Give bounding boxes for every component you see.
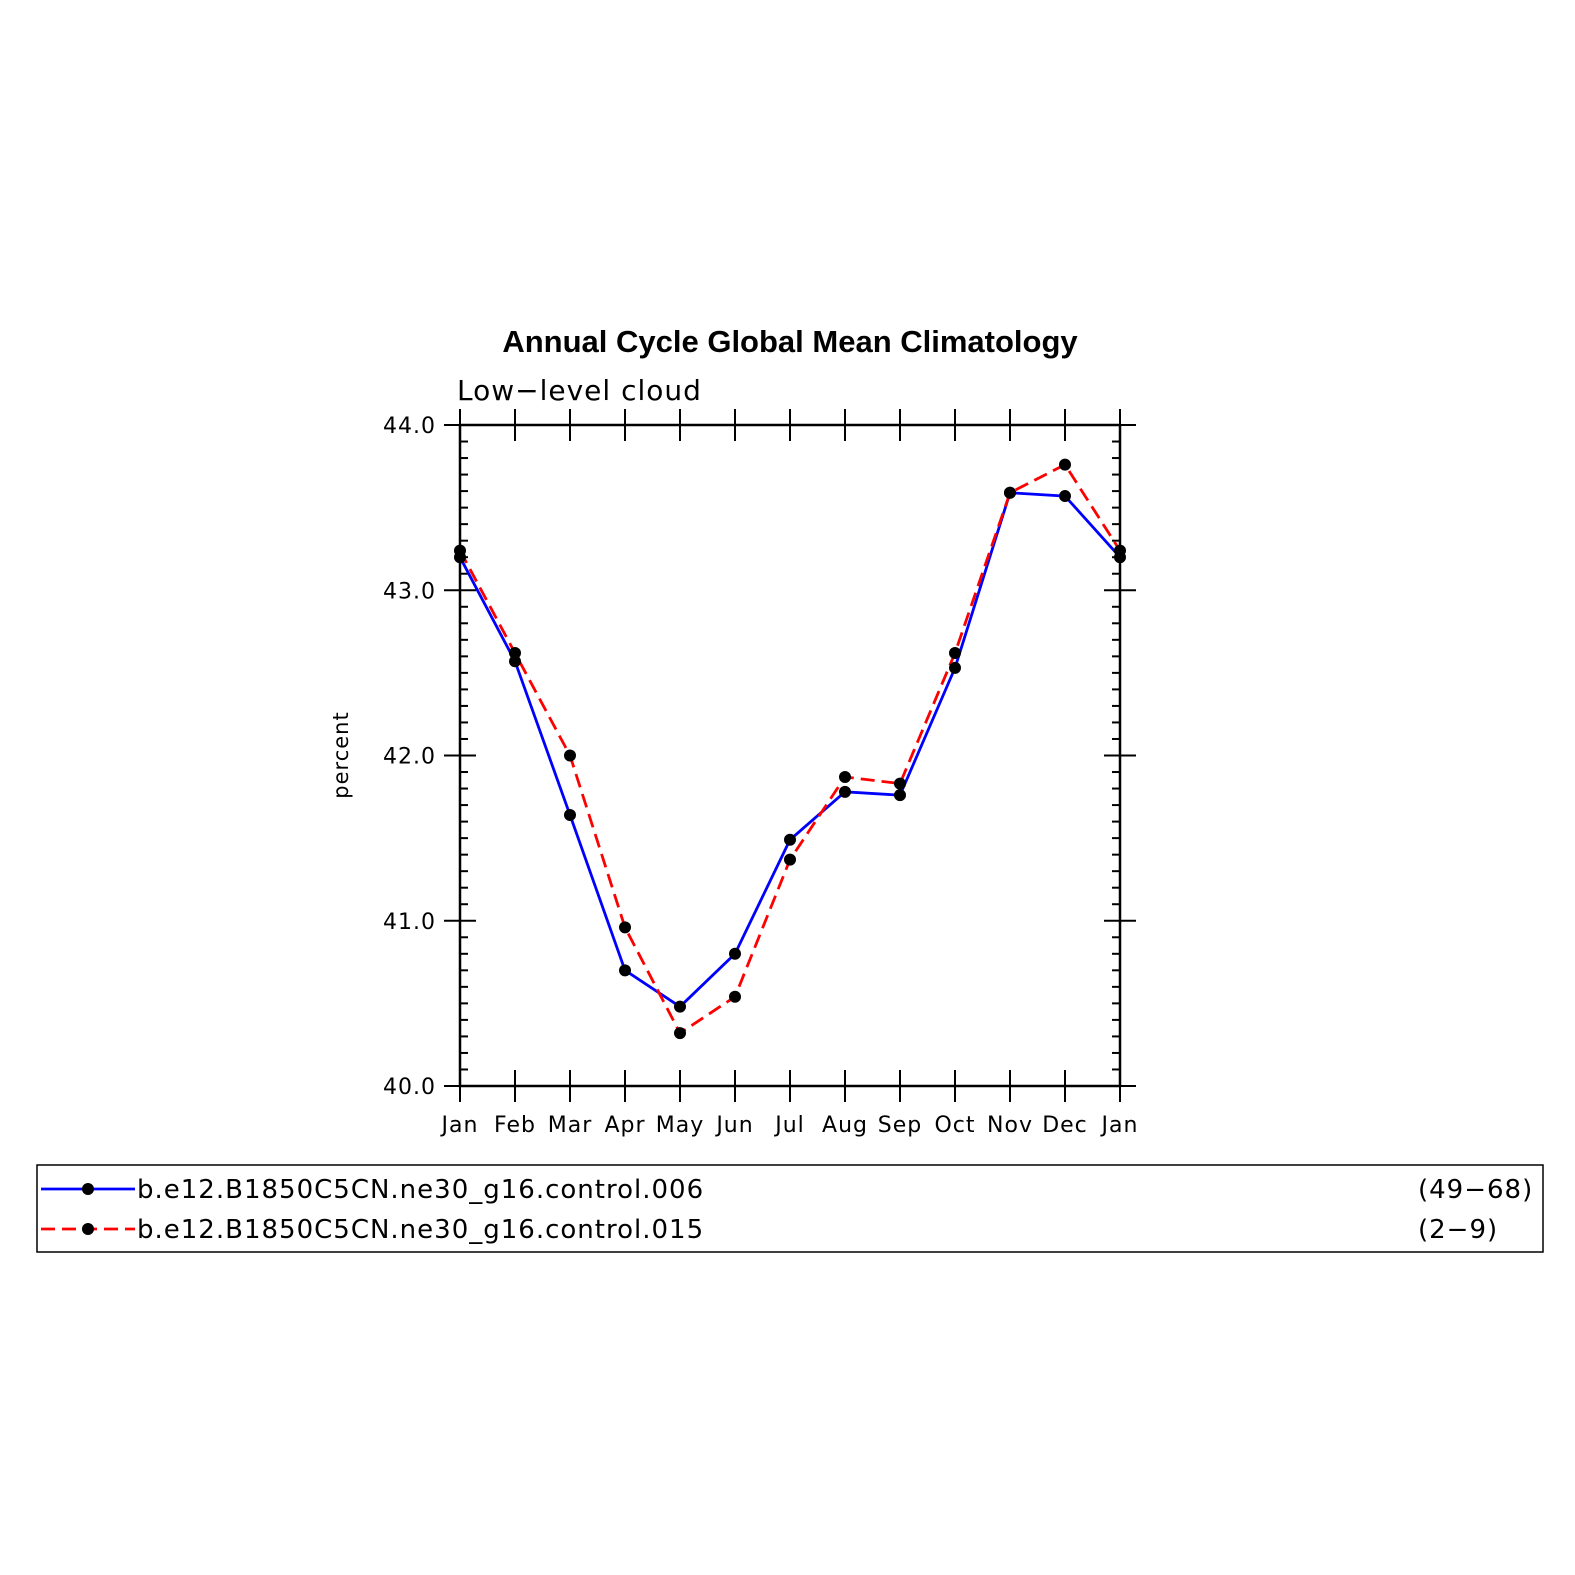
- legend-marker-1: [82, 1183, 94, 1195]
- series-2-marker: [1004, 486, 1016, 499]
- x-tick-label: May: [656, 1113, 704, 1138]
- series-2-marker: [729, 990, 741, 1003]
- y-tick-label: 41.0: [383, 910, 436, 935]
- y-tick-label: 44.0: [383, 414, 436, 439]
- series-1-marker: [564, 808, 576, 821]
- x-tick-label: Jan: [1100, 1113, 1139, 1138]
- legend: b.e12.B1850C5CN.ne30_g16.control.006 (49−…: [36, 1164, 1544, 1253]
- series-line-1: [458, 491, 1122, 1009]
- series-1-marker: [784, 833, 796, 846]
- series-1-marker: [729, 947, 741, 960]
- series-2-marker: [509, 647, 521, 660]
- series-1-marker: [949, 661, 961, 674]
- y-tick-label: 42.0: [383, 745, 436, 770]
- series-2-marker: [894, 777, 906, 790]
- series-layer: [454, 458, 1126, 1040]
- series-2-marker: [454, 544, 466, 557]
- y-axis-label: percent: [329, 711, 353, 798]
- legend-marker-2: [82, 1223, 94, 1235]
- series-1-marker: [894, 789, 906, 802]
- x-tick-label: Jan: [440, 1113, 479, 1138]
- plot-axes: 40.0 41.0 42.0 43.0 44.0 Jan Feb Mar Apr May Jun Ju…: [383, 409, 1139, 1138]
- x-tick-label: Dec: [1042, 1113, 1088, 1138]
- series-2-marker: [949, 647, 961, 660]
- series-2-marker: [1059, 458, 1071, 471]
- x-tick-label: Apr: [604, 1113, 645, 1138]
- legend-label-1: b.e12.B1850C5CN.ne30_g16.control.006: [137, 1175, 704, 1205]
- legend-years-2: (2−9): [1418, 1215, 1498, 1245]
- x-tick-label: Jul: [773, 1113, 805, 1138]
- series-1-marker: [1059, 490, 1071, 503]
- x-tick-label: Oct: [934, 1113, 975, 1138]
- y-tick-label: 40.0: [383, 1075, 436, 1100]
- series-2-marker: [674, 1027, 686, 1040]
- x-tick-label: Sep: [878, 1113, 922, 1138]
- series-line-2: [458, 462, 1122, 1036]
- legend-label-2: b.e12.B1850C5CN.ne30_g16.control.015: [137, 1215, 704, 1245]
- legend-years-1: (49−68): [1418, 1175, 1533, 1205]
- x-tick-label: Aug: [822, 1113, 868, 1138]
- series-2-marker: [1114, 544, 1126, 557]
- x-tick-label: Jun: [714, 1113, 753, 1138]
- y-tick-label: 43.0: [383, 579, 436, 604]
- plot-frame: [458, 423, 1122, 1088]
- x-tick-label: Mar: [548, 1113, 593, 1138]
- series-1-marker: [619, 964, 631, 977]
- legend-items: b.e12.B1850C5CN.ne30_g16.control.006 (49−…: [41, 1175, 1533, 1245]
- chart-subtitle: Low−level cloud: [457, 374, 702, 407]
- legend-box: [36, 1164, 1544, 1253]
- series-2-marker: [564, 749, 576, 762]
- series-2-marker: [619, 921, 631, 934]
- series-1-marker: [674, 1000, 686, 1013]
- series-1-marker: [509, 655, 521, 668]
- series-2-marker: [784, 853, 796, 866]
- x-tick-label: Nov: [987, 1113, 1033, 1138]
- series-2-marker: [839, 770, 851, 783]
- chart-title: Annual Cycle Global Mean Climatology: [502, 324, 1078, 359]
- series-1-marker: [839, 785, 851, 798]
- x-tick-label: Feb: [494, 1113, 536, 1138]
